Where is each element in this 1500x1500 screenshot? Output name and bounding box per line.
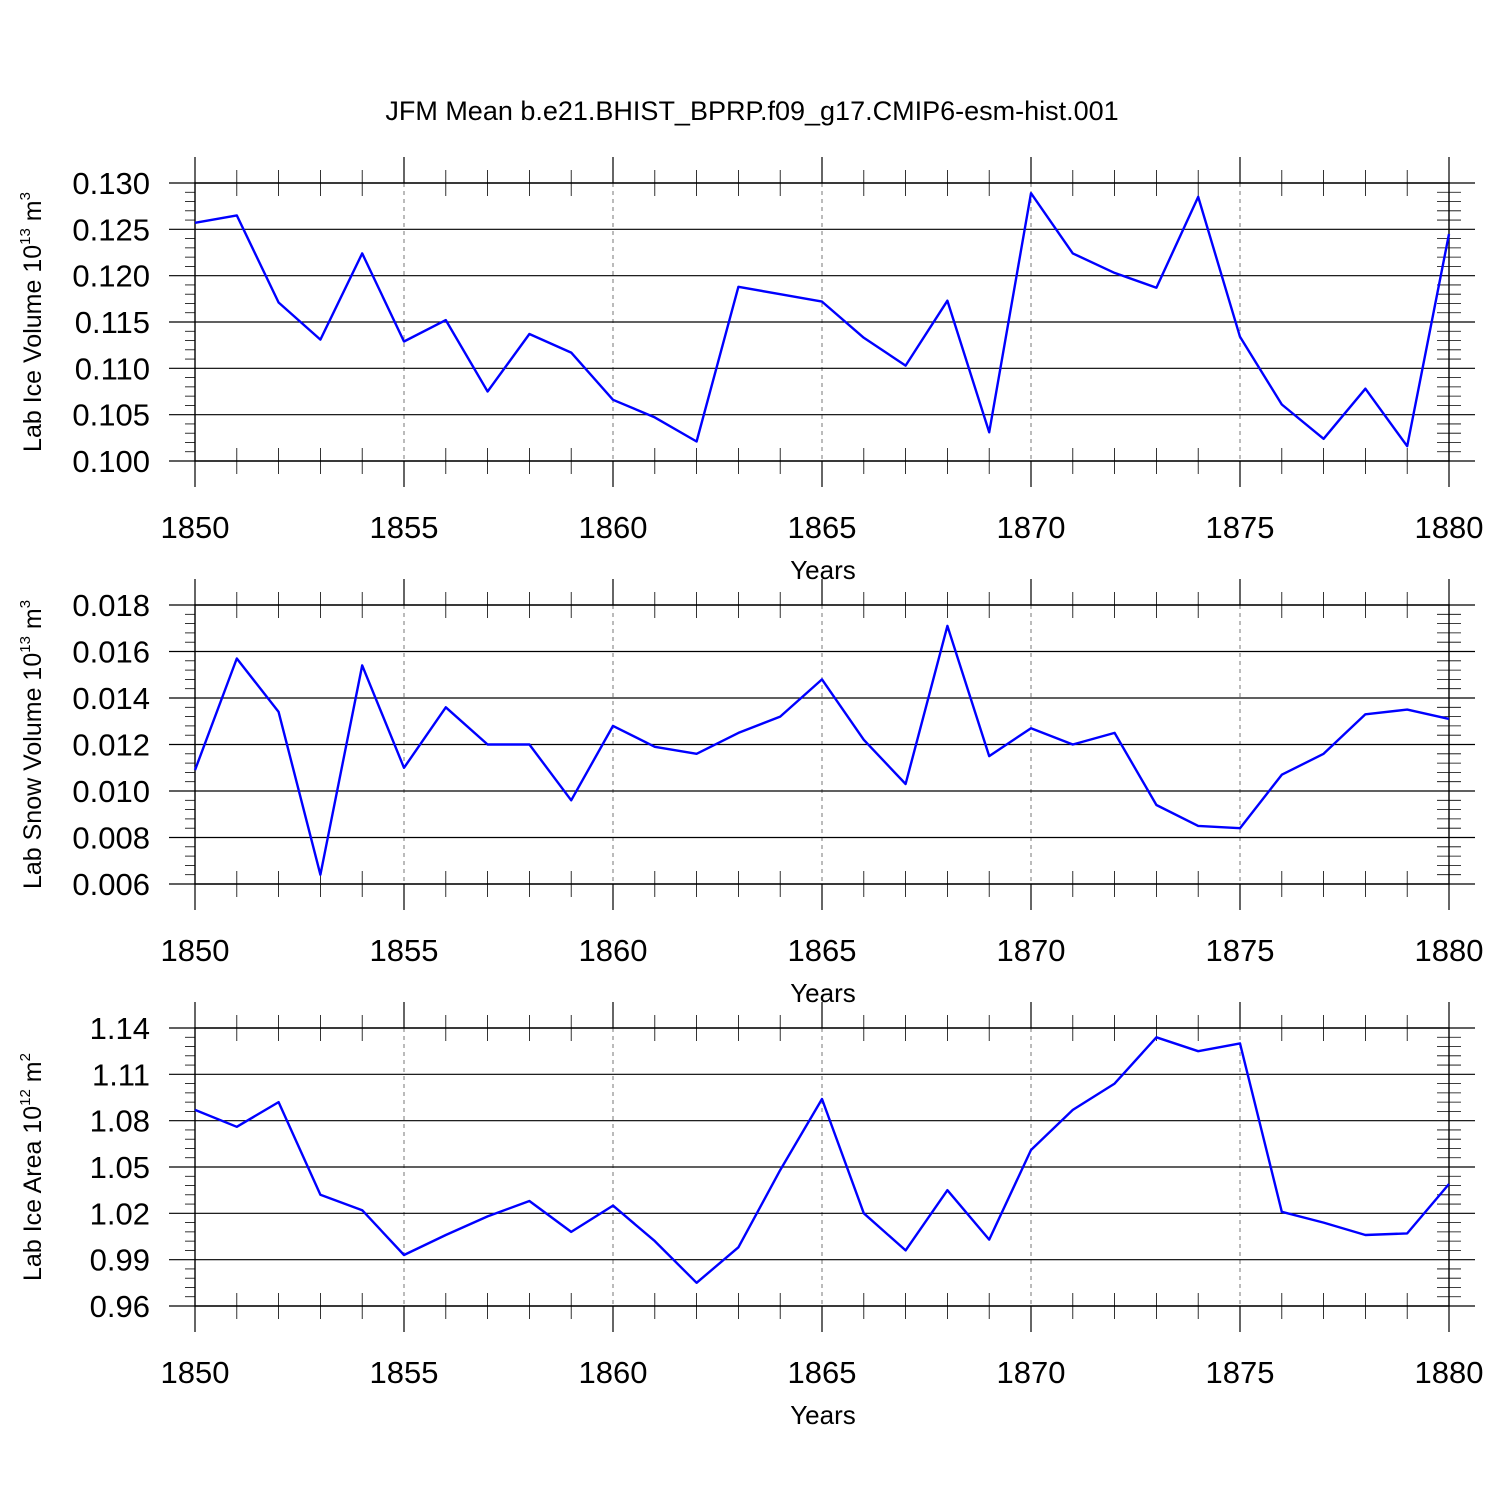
panels: 0.100 0.105 0.110 0.115 0.120 0.125 0.130 1850 1… [17,157,1483,1430]
panel-3: 0.96 0.99 1.02 1.05 1.08 1.11 1.14 1850 1855 1860… [17,1002,1483,1430]
y-tick-label: 0.99 [90,1243,150,1278]
x-tick-label: 1860 [579,933,648,968]
y-tick-label: 0.115 [75,305,150,340]
y-axis-label: Lab Ice Area 1012 m2 [17,1053,47,1281]
x-tick-label: 1870 [997,933,1066,968]
y-axis-label: Lab Snow Volume 1013 m3 [17,600,47,889]
y-tick-label: 0.016 [72,635,150,670]
y-tick-label: 0.018 [72,588,150,623]
x-tick-label: 1850 [161,510,230,545]
y-tick-label: 0.120 [72,259,150,294]
x-tick-label: 1850 [161,1355,230,1390]
y-axis-label: Lab Ice Volume 1013 m3 [17,192,47,452]
y-tick-label: 0.006 [72,867,150,902]
y-tick-label: 0.012 [72,728,150,763]
y-tick-label: 1.05 [90,1150,150,1185]
y-tick-label: 0.125 [72,212,150,247]
y-tick-label: 1.14 [90,1011,150,1046]
x-tick-label: 1865 [788,1355,857,1390]
y-tick-label: 0.010 [72,774,150,809]
x-tick-label: 1855 [370,510,439,545]
y-tick-label: 1.02 [90,1196,150,1231]
y-tick-label: 1.11 [92,1057,150,1092]
y-tick-label: 0.100 [72,444,150,479]
panel-1: 0.100 0.105 0.110 0.115 0.120 0.125 0.130 1850 1… [17,157,1483,585]
x-tick-label: 1880 [1415,933,1484,968]
x-axis-label: Years [790,978,856,1008]
y-tick-label: 0.110 [75,351,150,386]
y-tick-label: 0.96 [90,1289,150,1324]
series-line [194,191,1451,448]
y-tick-label: 0.014 [72,681,150,716]
x-tick-label: 1870 [997,510,1066,545]
x-tick-label: 1865 [788,933,857,968]
x-tick-label: 1860 [579,1355,648,1390]
x-tick-label: 1870 [997,1355,1066,1390]
panel-2: 0.006 0.008 0.010 0.012 0.014 0.016 0.018 1850 1… [17,579,1483,1008]
x-tick-label: 1880 [1415,1355,1484,1390]
y-tick-label: 1.08 [90,1104,150,1139]
x-tick-label: 1875 [1206,1355,1275,1390]
x-tick-label: 1880 [1415,510,1484,545]
x-axis-label: Years [790,555,856,585]
y-tick-label: 0.008 [72,821,150,856]
y-tick-label: 0.105 [72,398,150,433]
chart-title: JFM Mean b.e21.BHIST_BPRP.f09_g17.CMIP6-… [385,96,1118,126]
x-tick-label: 1875 [1206,510,1275,545]
series-line [193,624,1450,876]
x-tick-label: 1875 [1206,933,1275,968]
x-tick-label: 1865 [788,510,857,545]
x-tick-label: 1855 [370,933,439,968]
x-tick-label: 1850 [161,933,230,968]
y-tick-label: 0.130 [72,166,150,201]
x-tick-label: 1860 [579,510,648,545]
x-tick-label: 1855 [370,1355,439,1390]
x-axis-label: Years [790,1400,856,1430]
series-line [194,1036,1450,1285]
